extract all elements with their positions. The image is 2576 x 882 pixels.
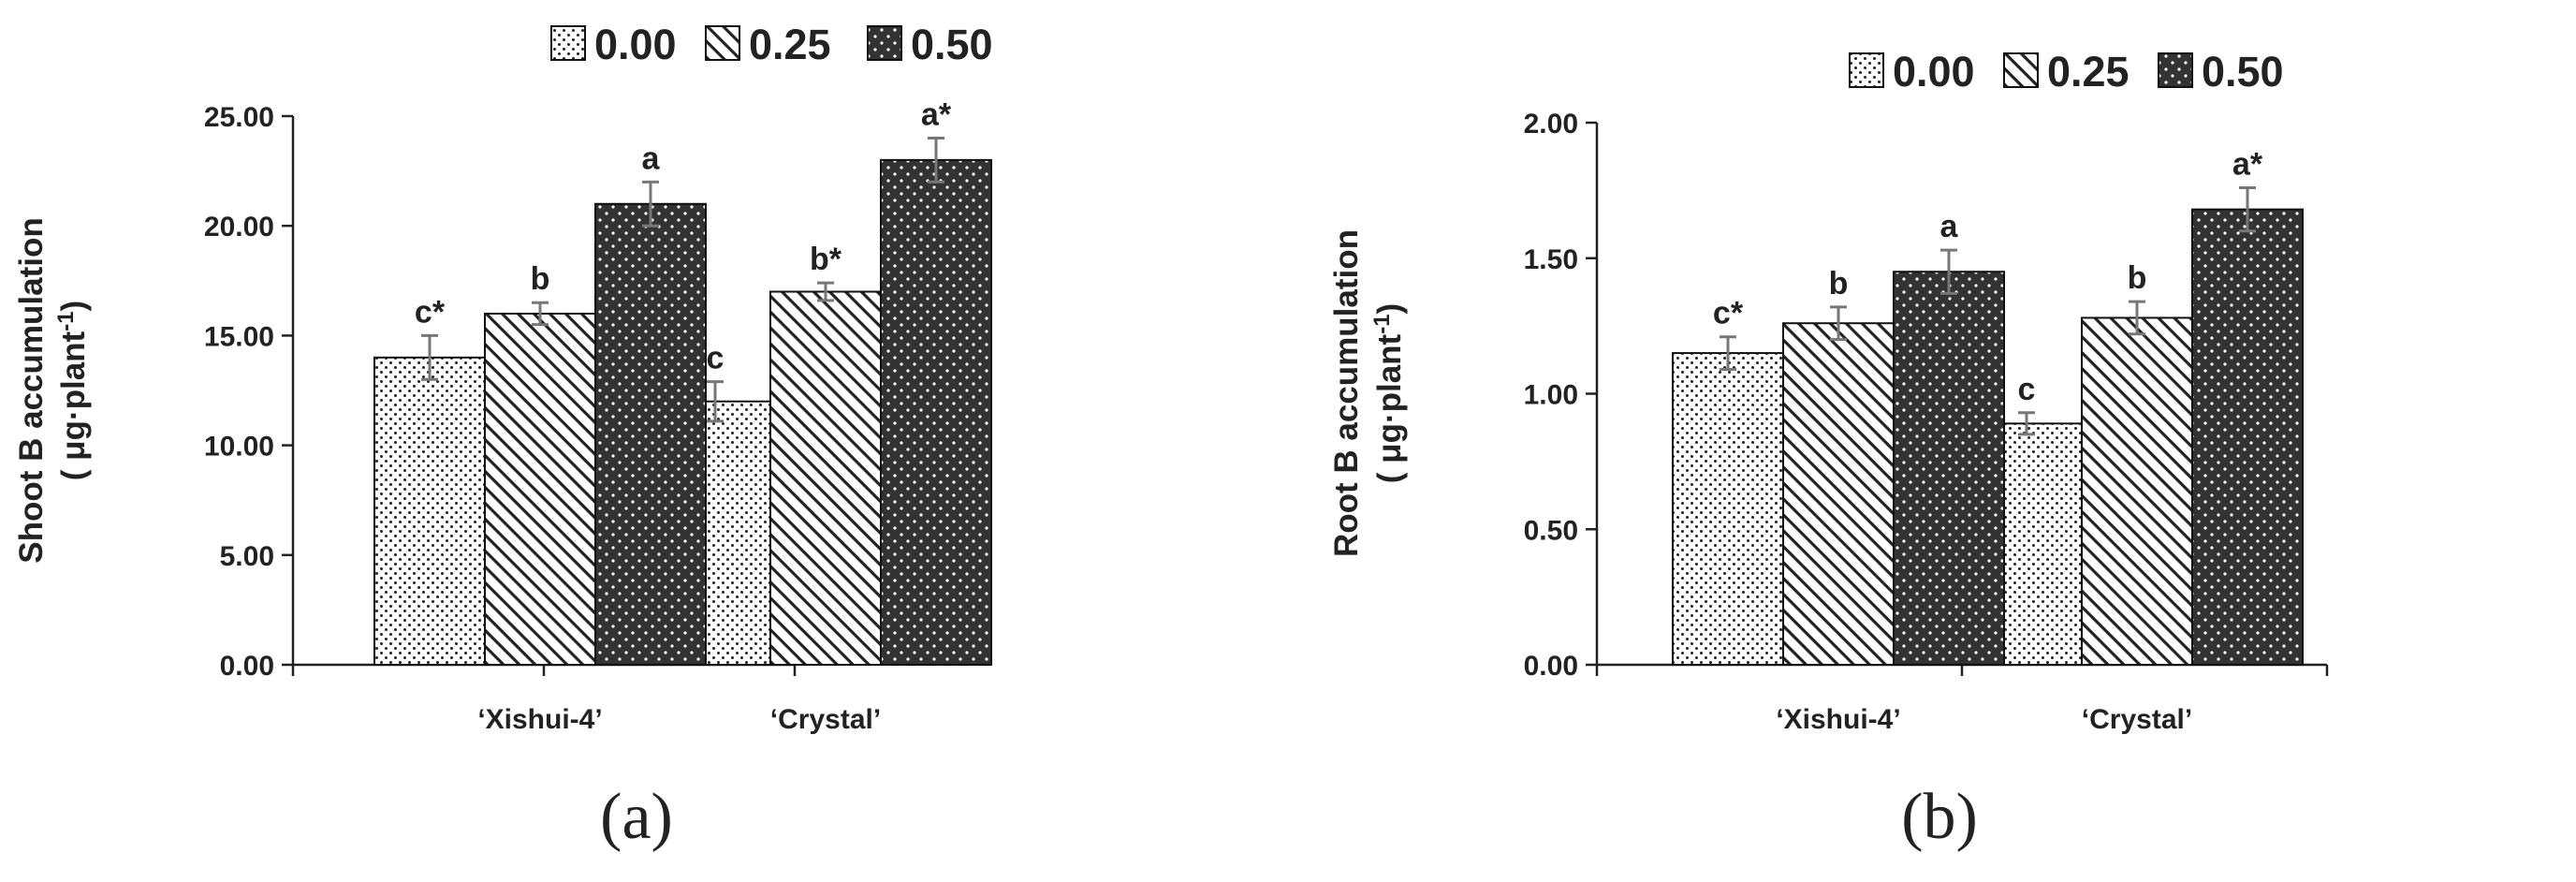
y-axis-label: Root B accumulation [1328, 229, 1365, 557]
significance-label: b [531, 261, 550, 297]
significance-label: c [2018, 372, 2036, 407]
bar [373, 356, 486, 666]
legend-swatch [2158, 52, 2193, 88]
legend-label: 0.50 [2202, 48, 2284, 96]
unit-text: ) [1371, 303, 1408, 315]
panel-label: (b) [1901, 781, 1978, 853]
significance-label: a* [2232, 146, 2263, 182]
y-tick-label: 0.00 [220, 651, 274, 682]
significance-label: a [642, 140, 661, 176]
legend-label: 0.00 [594, 21, 677, 68]
x-tick-label: ‘Crystal’ [2082, 704, 2192, 735]
y-tick-label: 20.00 [204, 212, 274, 243]
legend-label: 0.25 [2047, 48, 2130, 96]
unit-superscript: -1 [53, 311, 79, 331]
unit-text: ) [55, 301, 92, 312]
legend-swatch [550, 25, 586, 61]
bar [2191, 208, 2304, 666]
y-tick-label: 25.00 [204, 102, 274, 133]
panel-label: (a) [600, 781, 673, 853]
bar [594, 202, 707, 666]
significance-label: b [2128, 260, 2147, 296]
y-tick-label: 1.00 [1524, 380, 1578, 411]
significance-label: c [707, 341, 724, 376]
unit-text: ( μg·plant [55, 331, 92, 480]
significance-label: c* [1713, 296, 1744, 331]
legend-swatch [705, 25, 740, 61]
legend-label: 0.50 [911, 21, 993, 68]
legend-label: 0.25 [749, 21, 831, 68]
bar [2081, 316, 2193, 666]
y-axis-unit-label: ( μg·plant-1) [1369, 303, 1408, 483]
y-axis-unit-label: ( μg·plant-1) [53, 301, 92, 480]
bar [484, 312, 596, 666]
unit-superscript: -1 [1369, 314, 1395, 333]
bar [769, 290, 882, 666]
bar [1782, 322, 1895, 666]
significance-label: a* [921, 96, 952, 132]
legend-label: 0.00 [1893, 48, 1975, 96]
legend-swatch [2003, 52, 2039, 88]
y-tick-label: 1.50 [1524, 244, 1578, 275]
y-tick-label: 15.00 [204, 321, 274, 352]
bar [1672, 352, 1784, 666]
y-tick-label: 5.00 [220, 541, 274, 572]
y-tick-label: 10.00 [204, 432, 274, 463]
x-tick-label: ‘Xishui-4’ [1776, 704, 1900, 735]
significance-label: a [1940, 209, 1959, 244]
y-tick-label: 0.00 [1524, 651, 1578, 682]
panel-b: 0.00 0.50 1.00 1.50 2.00 c* c b b a a* ‘Xishui-4’ ‘C… [1328, 48, 2329, 853]
y-tick-label: 0.50 [1524, 515, 1578, 546]
bar [880, 158, 992, 666]
legend-swatch [867, 25, 902, 61]
x-tick-label: ‘Xishui-4’ [477, 704, 602, 735]
y-tick-label: 2.00 [1524, 109, 1578, 140]
significance-label: c* [415, 294, 446, 330]
significance-label: b [1829, 266, 1849, 301]
significance-label: b* [810, 242, 842, 277]
y-axis-label: Shoot B accumulation [13, 217, 50, 563]
panel-a: 0.00 5.00 10.00 15.00 20.00 25.00 c* c b b* a a* ‘Xi… [13, 21, 993, 853]
unit-text: ( μg·plant [1371, 333, 1408, 483]
x-tick-label: ‘Crystal’ [770, 704, 881, 735]
legend-swatch [1849, 52, 1884, 88]
bar [1893, 271, 2005, 666]
